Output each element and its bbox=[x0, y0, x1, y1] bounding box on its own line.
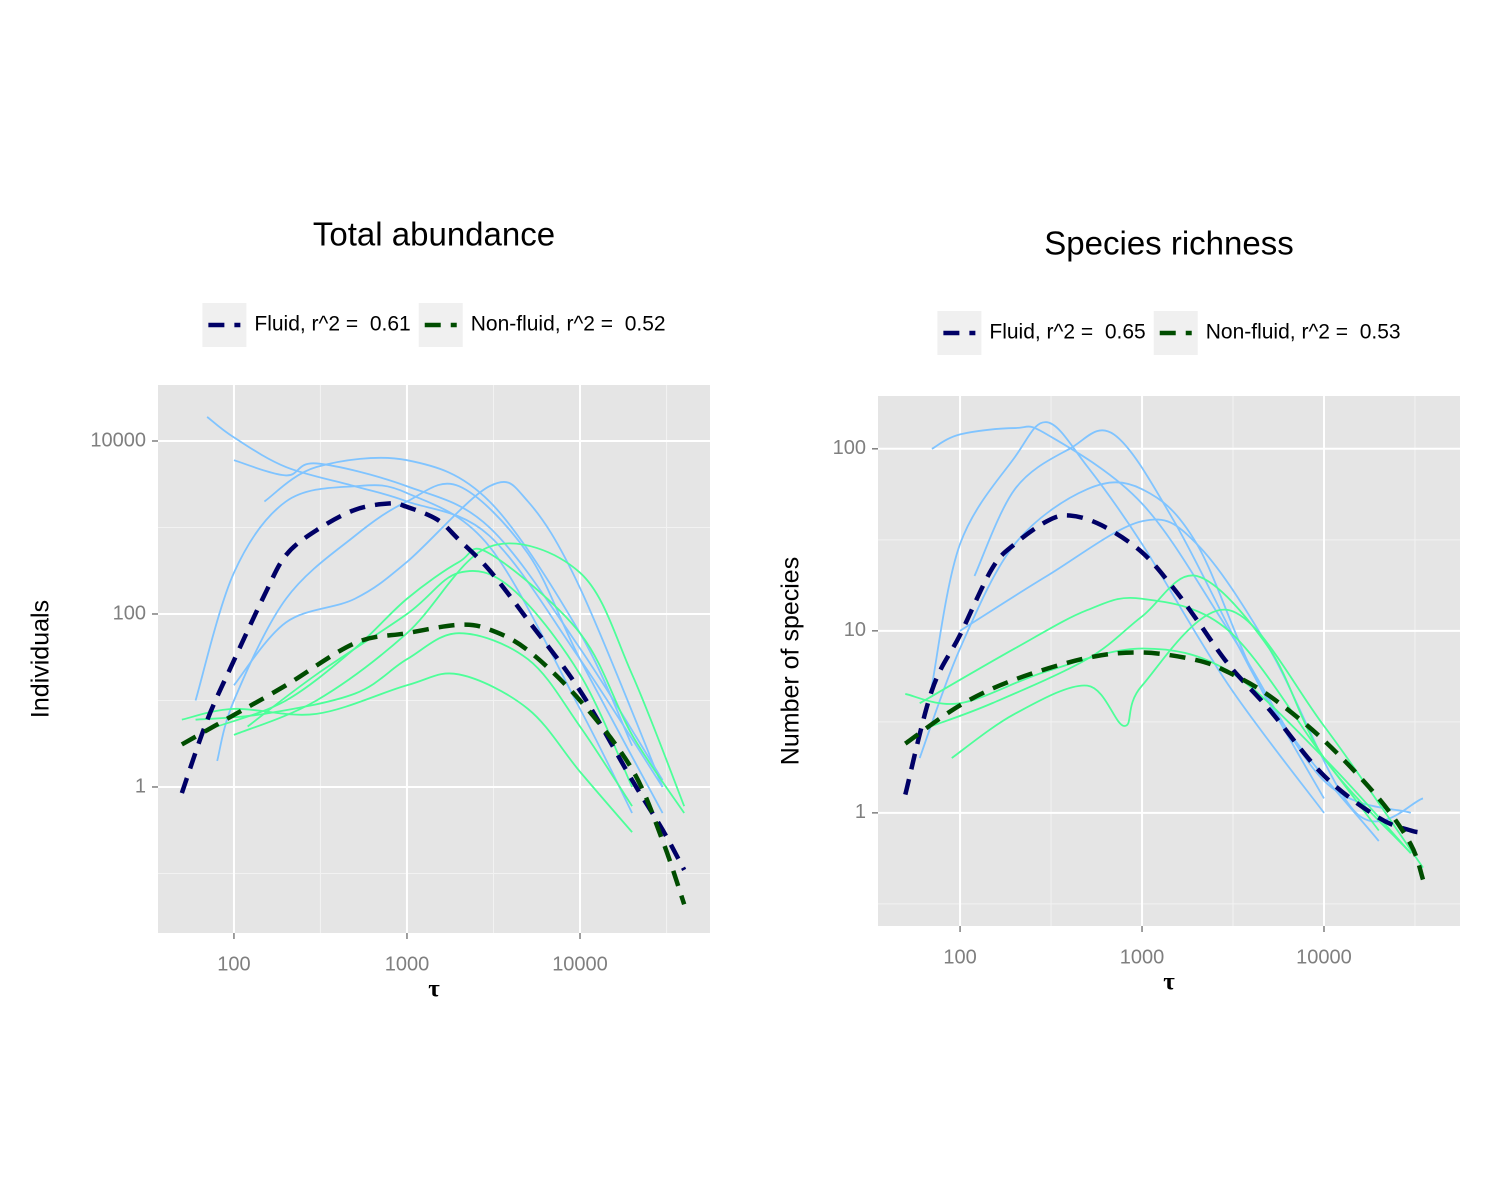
legend-label: Fluid, r^2 = 0.65 bbox=[989, 321, 1145, 344]
legend: Fluid, r^2 = 0.65 Non-fluid, r^2 = 0.53 bbox=[937, 311, 1401, 355]
legend-label: Fluid, r^2 = 0.61 bbox=[254, 313, 410, 336]
fit-line bbox=[903, 513, 1424, 835]
y-tick-label: 10 bbox=[844, 619, 866, 641]
thin-curve bbox=[181, 672, 633, 833]
thin-curve bbox=[973, 429, 1325, 799]
thin-curve bbox=[919, 597, 1380, 832]
x-tick-label: 100 bbox=[943, 946, 976, 968]
plot-background bbox=[158, 385, 710, 933]
thin-curve bbox=[233, 481, 664, 788]
thin-curve bbox=[905, 647, 1412, 854]
y-axis-title: Individuals bbox=[27, 600, 55, 718]
plot-background bbox=[878, 396, 1460, 926]
thin-curve bbox=[931, 425, 1412, 814]
y-tick-label: 100 bbox=[113, 602, 146, 624]
legend: Fluid, r^2 = 0.61 Non-fluid, r^2 = 0.52 bbox=[202, 303, 666, 347]
x-tick-label: 10000 bbox=[552, 953, 608, 975]
plot-area bbox=[179, 416, 687, 906]
x-tick-label: 1000 bbox=[1120, 946, 1165, 968]
thin-curve bbox=[247, 569, 633, 788]
fit-line bbox=[179, 501, 687, 871]
y-tick-label: 1 bbox=[855, 801, 866, 823]
chart-title: Total abundance bbox=[313, 216, 555, 253]
x-tick-label: 10000 bbox=[1296, 946, 1352, 968]
thin-curve bbox=[263, 456, 633, 747]
thin-curve bbox=[233, 459, 664, 781]
thin-curve bbox=[951, 608, 1424, 869]
thin-curve bbox=[216, 547, 685, 814]
thin-curve bbox=[216, 482, 664, 814]
thin-curve bbox=[194, 484, 633, 814]
chart-panel: 100 1000 10000 1 10 100 Species richness τ Numbe… bbox=[777, 225, 1460, 996]
y-axis-title: Number of species bbox=[777, 557, 805, 765]
plot-area bbox=[903, 421, 1426, 881]
chart-title: Species richness bbox=[1044, 225, 1293, 262]
thin-curve bbox=[959, 518, 1424, 823]
x-tick-label: 100 bbox=[217, 953, 250, 975]
x-axis-title: τ bbox=[1163, 969, 1175, 996]
y-tick-label: 1 bbox=[135, 775, 146, 797]
fit-line bbox=[180, 622, 687, 906]
legend-label: Non-fluid, r^2 = 0.53 bbox=[1206, 321, 1401, 344]
legend-label: Non-fluid, r^2 = 0.52 bbox=[471, 313, 666, 336]
y-tick-label: 100 bbox=[833, 437, 866, 459]
chart-panel: 100 1000 10000 1 100 10000 Total abundance τ Ind… bbox=[27, 216, 710, 1003]
y-tick-label: 10000 bbox=[90, 429, 146, 451]
thin-curve bbox=[930, 421, 1325, 814]
thin-curve bbox=[195, 632, 633, 807]
x-tick-label: 1000 bbox=[385, 953, 430, 975]
x-axis-title: τ bbox=[428, 976, 440, 1003]
thin-curve bbox=[233, 542, 686, 807]
fit-line bbox=[903, 650, 1426, 881]
